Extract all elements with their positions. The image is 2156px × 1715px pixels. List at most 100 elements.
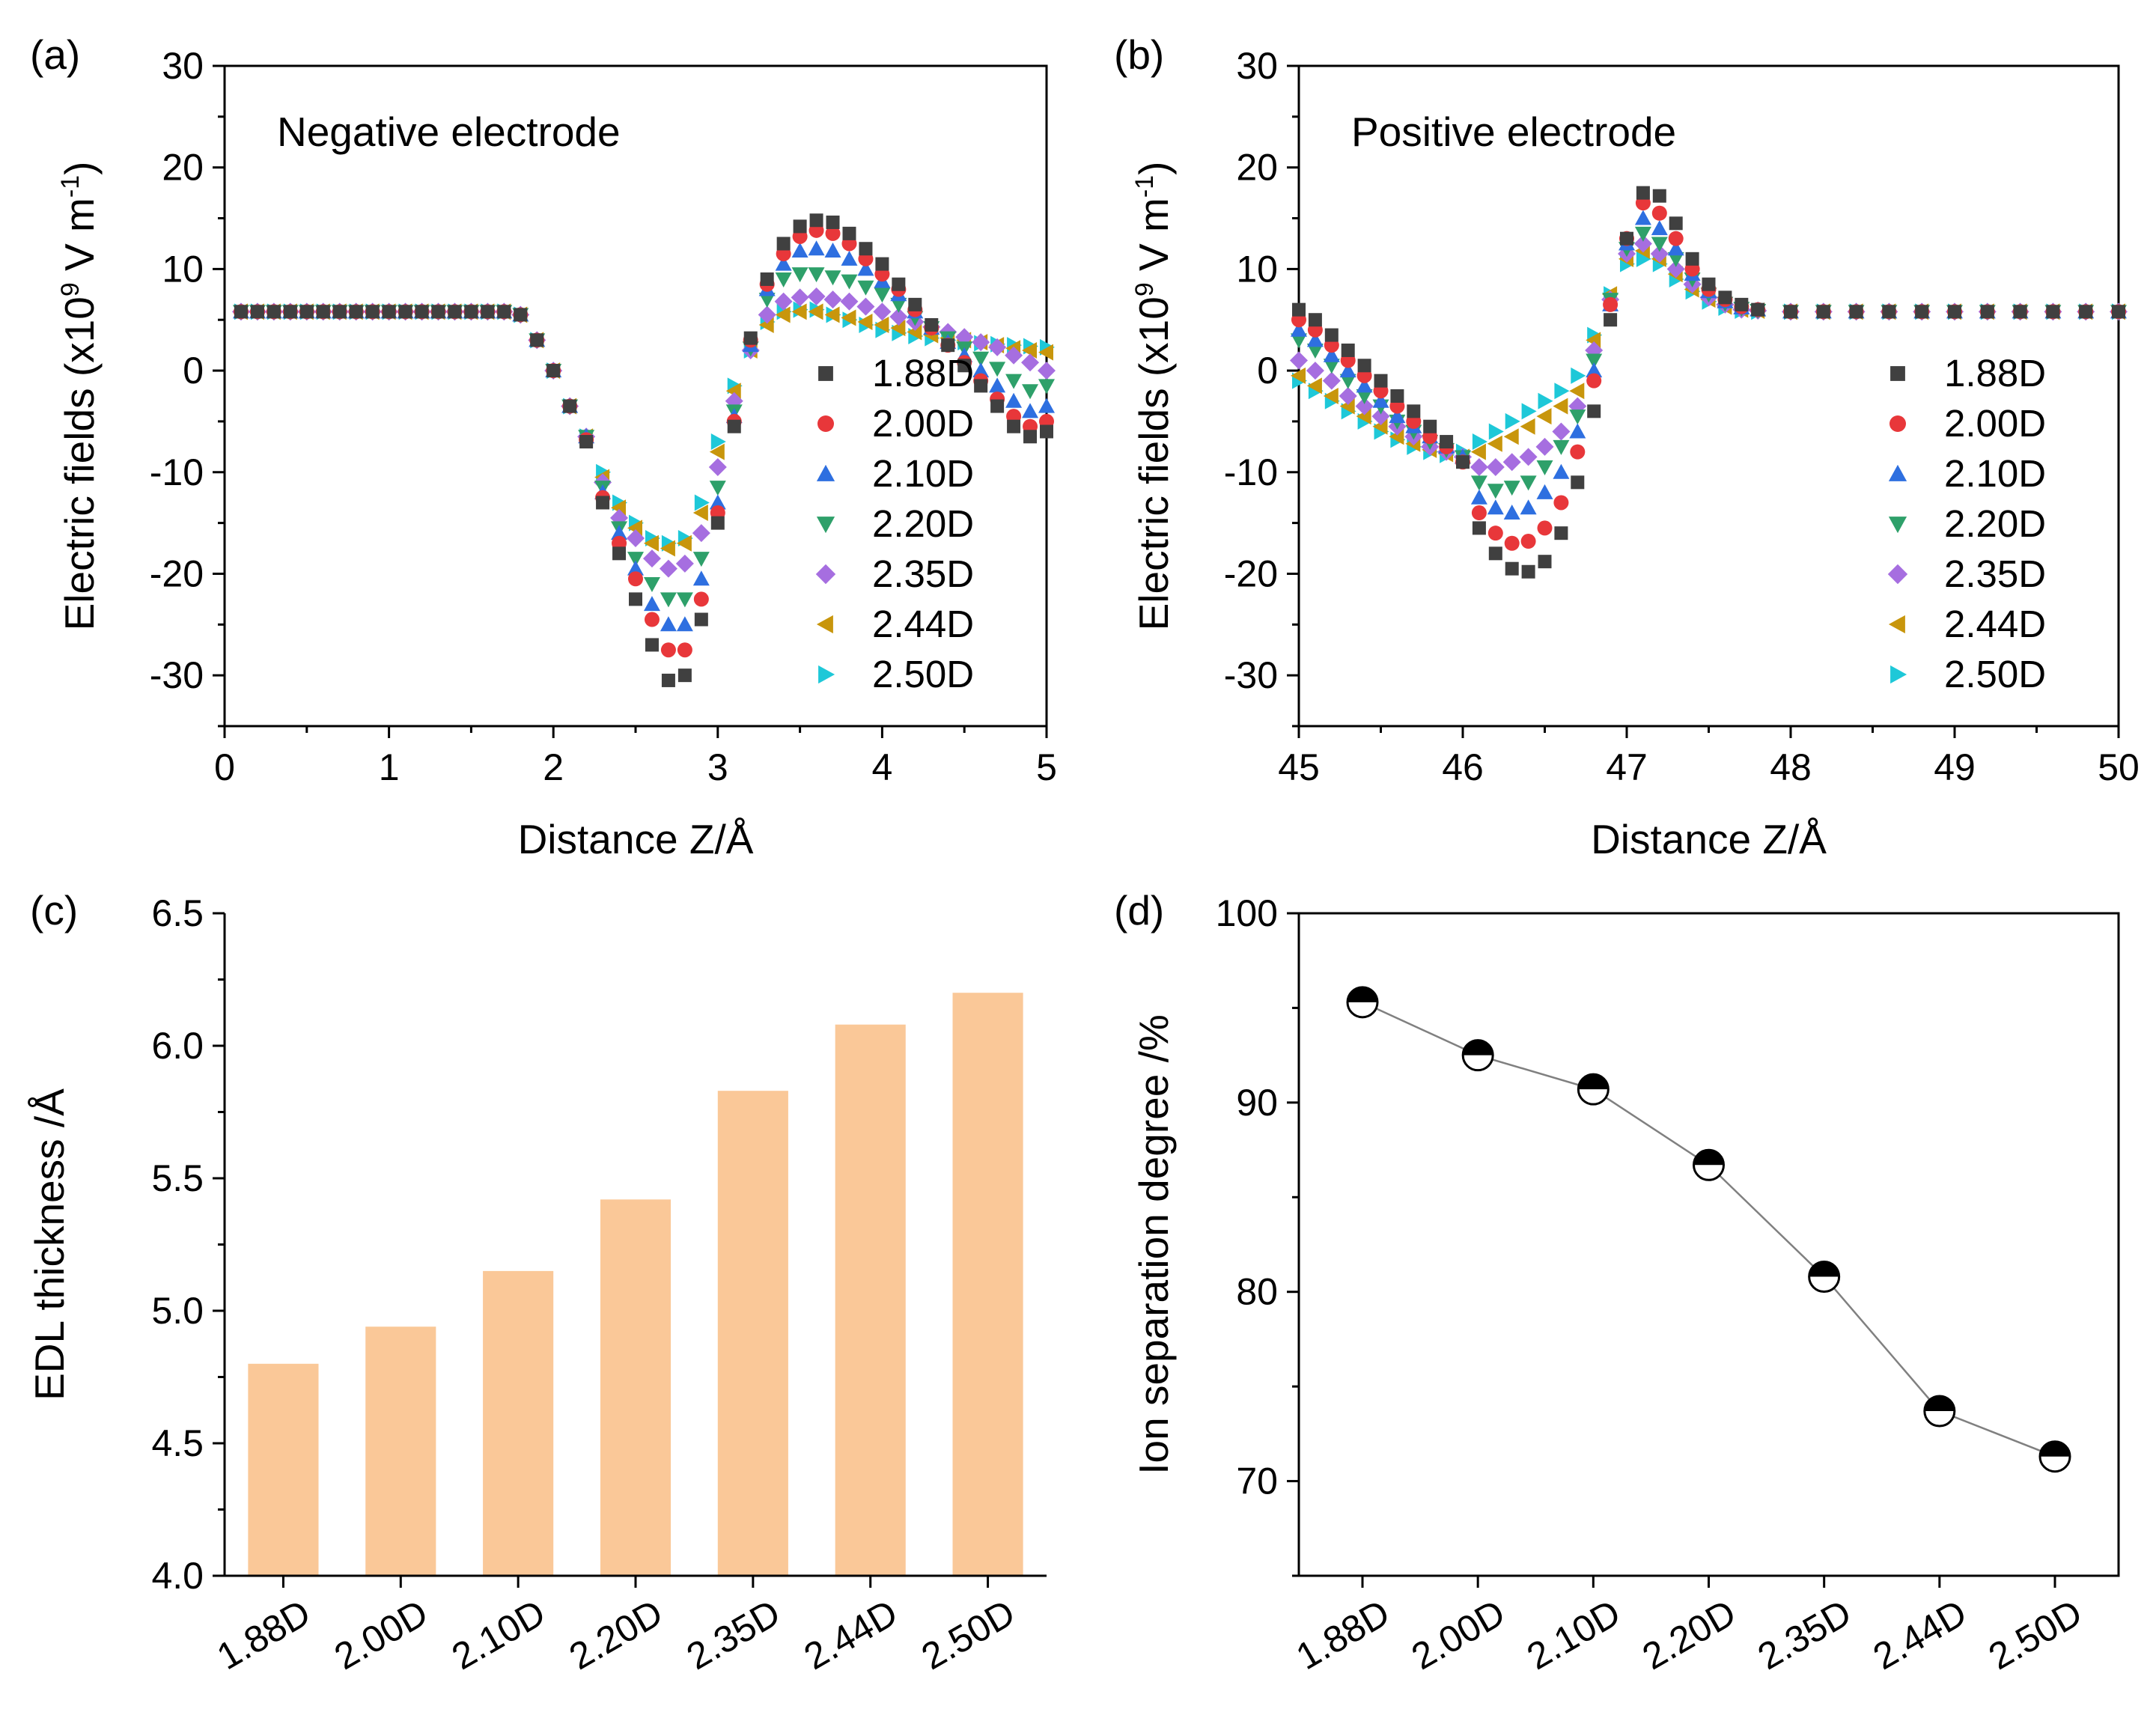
- data-point: [1685, 252, 1699, 266]
- data-point: [840, 292, 859, 311]
- legend-marker: [816, 615, 833, 634]
- data-point: [1472, 433, 1487, 451]
- data-point: [1389, 428, 1404, 445]
- data-point: [974, 379, 988, 393]
- data-point: [1633, 234, 1652, 253]
- data-point: [659, 559, 677, 578]
- data-point: [1323, 388, 1339, 404]
- data-point: [1371, 407, 1390, 426]
- x-tick-label: 47: [1606, 746, 1648, 788]
- data-point: [1440, 435, 1454, 449]
- data-point: [1389, 408, 1406, 424]
- data-point: [907, 323, 922, 341]
- data-point: [316, 305, 330, 319]
- data-point: [1502, 453, 1521, 472]
- data-point: [629, 592, 642, 606]
- data-point: [1553, 439, 1570, 455]
- data-point: [1339, 387, 1357, 405]
- data-point: [1620, 231, 1633, 246]
- data-point: [677, 642, 692, 658]
- data-point: [1423, 419, 1437, 433]
- y-tick-label: -10: [1224, 451, 1278, 493]
- data-point: [1291, 321, 1307, 337]
- y-tick-label: 70: [1236, 1460, 1278, 1502]
- marker-top-half: [1809, 1261, 1839, 1277]
- data-point: [1980, 305, 1994, 319]
- data-point: [710, 433, 726, 451]
- data-point: [2046, 305, 2060, 319]
- data-point: [250, 305, 264, 319]
- data-point: [464, 305, 478, 319]
- series-line: [1362, 1001, 2056, 1457]
- data-point: [859, 242, 873, 256]
- data-point: [579, 435, 594, 449]
- data-point: [1488, 423, 1504, 440]
- data-point: [1948, 305, 1961, 319]
- y-tick-label: 80: [1236, 1271, 1278, 1313]
- data-point: [628, 571, 643, 587]
- legend-label: 2.44D: [872, 603, 974, 645]
- y-tick-label: 4.0: [151, 1555, 204, 1597]
- data-point: [1634, 226, 1651, 242]
- x-tick-label: 2.00D: [1404, 1591, 1512, 1678]
- data-point: [791, 288, 809, 307]
- data-point: [1520, 418, 1535, 435]
- data-point: [1038, 379, 1055, 395]
- legend-marker: [818, 665, 835, 684]
- data-point: [1569, 423, 1586, 439]
- data-point: [1505, 561, 1519, 576]
- data-point: [1372, 392, 1389, 408]
- y-tick-label: 0: [183, 350, 204, 392]
- bar: [365, 1326, 436, 1576]
- legend-marker: [1888, 464, 1907, 481]
- legend-label: 1.88D: [1944, 352, 2046, 395]
- data-point: [514, 308, 528, 322]
- y-axis-label-part: Electric fields (x10: [56, 296, 103, 630]
- data-point: [611, 499, 627, 517]
- data-point: [857, 261, 874, 276]
- data-point: [1356, 377, 1373, 393]
- data-point: [1487, 484, 1504, 499]
- x-tick-label: 49: [1934, 746, 1976, 788]
- data-point: [1586, 332, 1601, 349]
- data-point: [972, 351, 990, 367]
- x-tick-label: 2.00D: [327, 1591, 435, 1678]
- data-point: [643, 577, 660, 593]
- data-point: [1669, 216, 1683, 231]
- data-point: [775, 272, 792, 287]
- data-point: [1570, 444, 1586, 460]
- data-point: [692, 505, 708, 522]
- legend-marker: [815, 564, 836, 585]
- data-point: [530, 333, 544, 347]
- data-point: [660, 592, 677, 608]
- data-point: [1487, 499, 1504, 515]
- x-tick-label: 1: [379, 746, 400, 788]
- legend-marker: [1888, 615, 1905, 634]
- marker-top-half: [1463, 1040, 1493, 1055]
- data-point: [563, 399, 577, 413]
- data-point: [1915, 305, 1929, 319]
- x-tick-label: 2.50D: [1982, 1591, 2089, 1678]
- data-point: [398, 305, 412, 319]
- data-point: [823, 290, 842, 309]
- data-point: [1339, 397, 1355, 415]
- y-tick-label: -10: [150, 451, 204, 493]
- data-point: [1323, 347, 1340, 362]
- legend-label: 2.00D: [872, 402, 974, 445]
- data-point: [825, 225, 841, 241]
- data-point: [1356, 408, 1371, 425]
- panel-a: 0 1 2 3 4 5 30 20 10 0 -10 -20 -30 Distance Z/Å Electr…: [30, 31, 1057, 862]
- data-point: [627, 560, 644, 576]
- data-point: [365, 305, 380, 319]
- legend-label: 2.35D: [1944, 552, 2046, 595]
- data-point: [1355, 397, 1374, 415]
- legend-label: 2.50D: [1944, 653, 2046, 695]
- data-point: [1751, 302, 1765, 317]
- data-point: [1470, 457, 1488, 476]
- data-point: [889, 308, 908, 326]
- x-tick-label: 5: [1036, 746, 1057, 788]
- data-point: [709, 481, 726, 496]
- legend-label: 2.10D: [1944, 452, 2046, 495]
- data-point: [1536, 484, 1553, 499]
- data-point: [1693, 1148, 1725, 1181]
